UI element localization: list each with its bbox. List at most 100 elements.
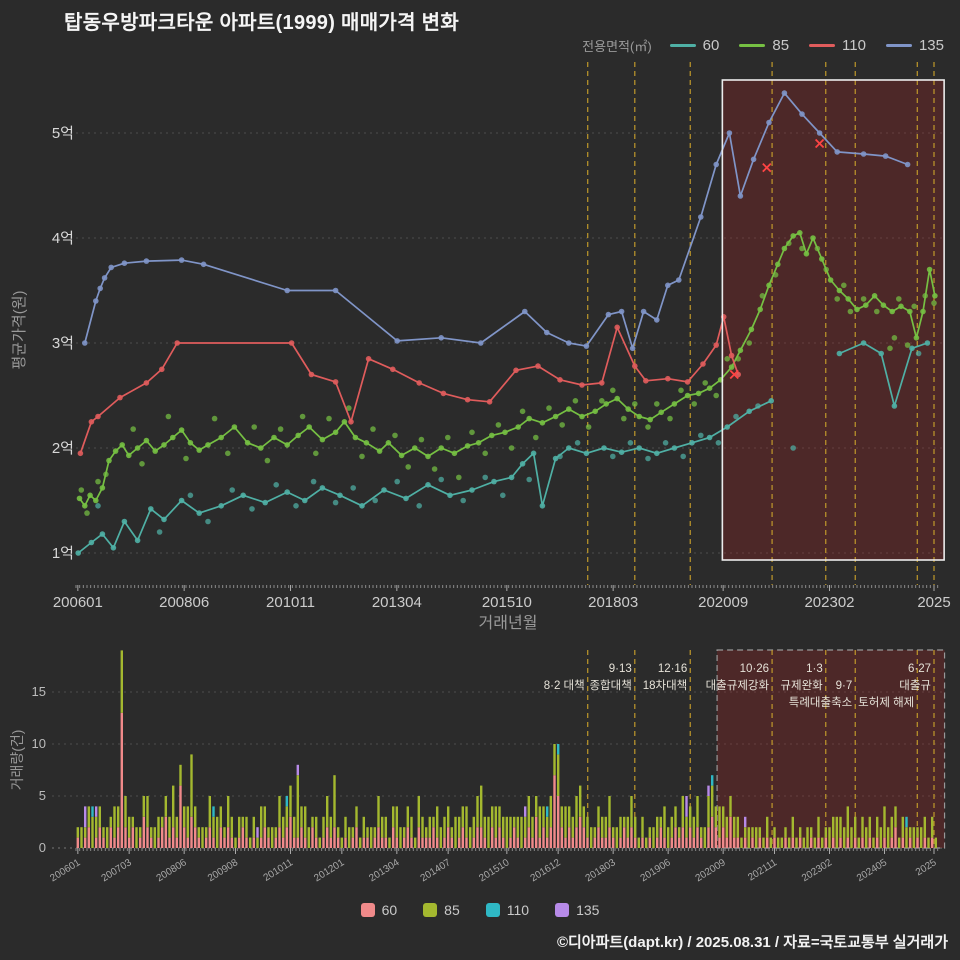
data-point-110 <box>486 399 493 405</box>
volume-y-tick-label: 10 <box>32 736 46 751</box>
volume-bar-60 <box>736 837 739 848</box>
volume-bar-85 <box>98 806 101 828</box>
volume-bar-60 <box>824 837 827 848</box>
data-point-85 <box>539 420 546 426</box>
volume-bar-60 <box>557 796 560 848</box>
data-point-85 <box>126 452 132 459</box>
data-point-85 <box>735 356 741 362</box>
data-point-60 <box>460 497 467 504</box>
data-point-135 <box>750 156 757 163</box>
volume-bar-60 <box>659 827 662 848</box>
volume-bar-60 <box>619 837 622 848</box>
data-point-135 <box>654 317 660 323</box>
price-y-tick-label: 5억 <box>52 125 74 142</box>
data-point-85 <box>103 471 109 478</box>
volume-bar-60 <box>223 837 226 848</box>
volume-bar-60 <box>883 837 886 848</box>
volume-bar-85 <box>626 816 629 838</box>
data-point-110 <box>365 356 372 362</box>
data-point-60 <box>698 432 704 439</box>
volume-bar-85 <box>219 806 222 828</box>
volume-bar-85 <box>183 806 186 828</box>
volume-bar-60 <box>579 816 582 848</box>
series-60-line <box>77 400 772 554</box>
x-mark <box>814 138 825 149</box>
data-point-85 <box>464 443 471 449</box>
volume-bar-85 <box>674 806 677 828</box>
volume-bar-85 <box>560 806 563 828</box>
legend-line-swatch-85 <box>739 44 766 47</box>
legend-square-swatch-135 <box>555 903 570 917</box>
volume-bar-85 <box>817 816 820 838</box>
data-point-60 <box>293 503 299 509</box>
regulation-highlight-region <box>716 649 946 849</box>
data-point-110 <box>416 380 423 386</box>
volume-bar-60 <box>289 816 292 848</box>
data-point-85 <box>418 436 425 443</box>
price-chart: 1억 2억 3억 4억 5억 200601 200806 201011 201304 201510… <box>11 62 951 632</box>
legend-top-item-60: 60 <box>669 37 719 54</box>
volume-bar-60 <box>252 837 255 848</box>
volume-bar-85 <box>91 816 94 848</box>
data-point-135 <box>629 345 636 352</box>
data-point-85 <box>412 445 418 451</box>
volume-bar-85 <box>476 796 479 828</box>
volume-bar-135 <box>744 816 747 828</box>
data-point-85 <box>130 426 136 432</box>
data-point-60 <box>526 476 532 483</box>
volume-bar-85 <box>315 816 318 838</box>
data-point-60 <box>310 478 317 485</box>
data-point-135 <box>284 287 291 294</box>
data-point-85 <box>326 415 332 422</box>
volume-bar-85 <box>758 827 761 838</box>
data-point-85 <box>508 445 515 451</box>
volume-x-tick-label: 201803 <box>584 857 618 884</box>
volume-bar-60 <box>718 837 721 848</box>
volume-bar-85 <box>516 816 519 838</box>
volume-bar-135 <box>685 796 688 817</box>
volume-bar-60 <box>553 775 556 848</box>
volume-bar-85 <box>322 816 325 838</box>
volume-bar-60 <box>648 837 651 848</box>
data-point-85 <box>425 453 431 460</box>
volume-bar-85 <box>791 816 794 838</box>
volume-bar-85 <box>164 796 167 817</box>
volume-bar-60 <box>608 827 611 848</box>
legend-bottom-items: 60 85 110 135 <box>360 902 599 918</box>
volume-bar-60 <box>810 837 813 848</box>
data-point-110 <box>665 375 671 382</box>
volume-bar-85 <box>465 806 468 838</box>
volume-bar-60 <box>417 827 420 848</box>
data-point-110 <box>440 390 447 397</box>
data-point-85 <box>678 387 684 394</box>
volume-bar-85 <box>491 806 494 828</box>
data-point-60 <box>860 340 867 346</box>
regulation-highlight-border <box>721 79 945 561</box>
data-point-85 <box>352 434 359 441</box>
data-point-110 <box>88 419 95 425</box>
data-point-85 <box>775 261 781 268</box>
volume-bar-85 <box>876 816 879 838</box>
volume-bar-60 <box>186 837 189 848</box>
volume-bar-85 <box>300 806 303 828</box>
volume-bar-85 <box>839 816 842 838</box>
volume-bar-60 <box>128 837 131 848</box>
data-point-85 <box>625 406 631 412</box>
data-point-60 <box>557 453 563 460</box>
volume-bar-85 <box>795 837 798 848</box>
volume-bar-85 <box>802 837 805 848</box>
volume-bar-85 <box>120 650 123 713</box>
data-point-85 <box>860 296 867 302</box>
data-point-60 <box>482 474 489 481</box>
data-point-85 <box>797 230 803 236</box>
volume-x-tick-label: 201510 <box>477 857 511 884</box>
volume-chart: 0 5 10 15 거래량(건) 200601 200703 200806 200908 2010… <box>9 649 946 884</box>
volume-bar-60 <box>168 837 171 848</box>
volume-bar-60 <box>729 816 732 848</box>
data-point-60 <box>645 455 651 462</box>
legend-line-swatch-135 <box>885 44 912 47</box>
data-point-135 <box>93 298 99 304</box>
volume-bar-85 <box>689 806 692 828</box>
volume-bar-85 <box>747 827 750 848</box>
volume-bar-60 <box>205 837 208 848</box>
